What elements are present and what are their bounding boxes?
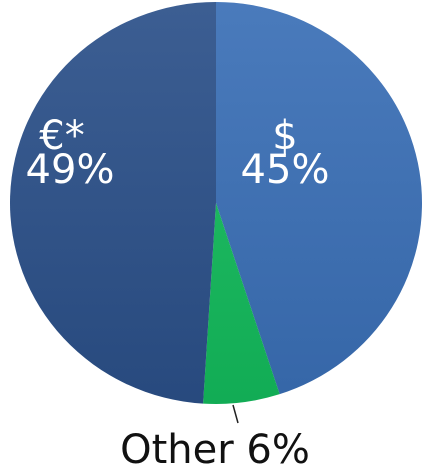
leader-line [232,404,239,424]
slice-label: $ [272,113,297,159]
slice-value-label: 49% [26,147,115,193]
pie [10,2,422,404]
slice-value-label: 45% [241,147,330,193]
pie-slice [10,2,217,404]
slice-value-label: 6% [246,427,309,473]
slice-label: Other [120,427,234,473]
slice-label: €* [39,113,84,159]
other-label: Other 6% [120,427,310,473]
